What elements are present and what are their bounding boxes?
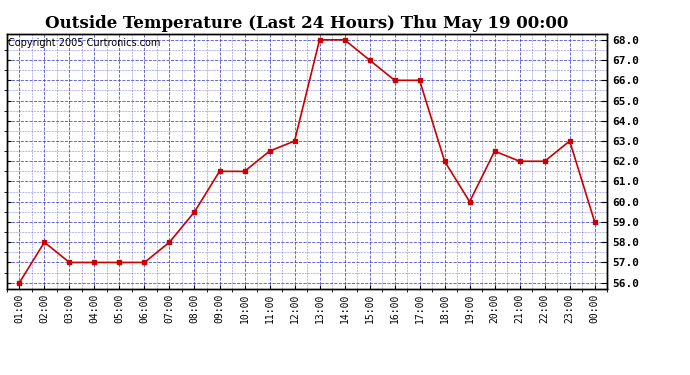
Text: Copyright 2005 Curtronics.com: Copyright 2005 Curtronics.com [8,38,161,48]
Title: Outside Temperature (Last 24 Hours) Thu May 19 00:00: Outside Temperature (Last 24 Hours) Thu … [46,15,569,32]
